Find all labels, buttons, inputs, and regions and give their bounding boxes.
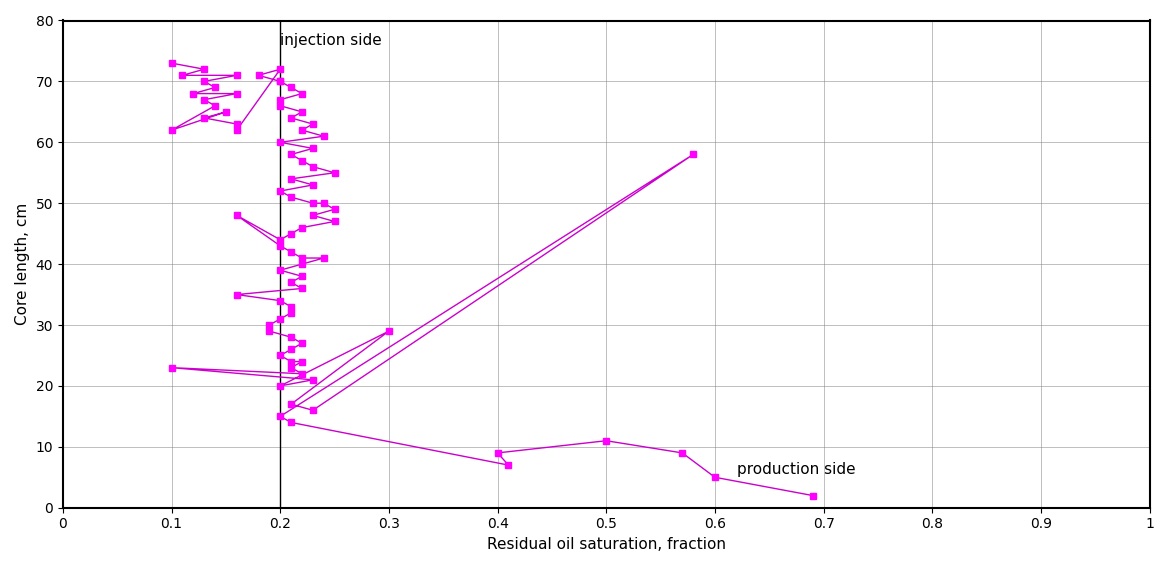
X-axis label: Residual oil saturation, fraction: Residual oil saturation, fraction [486,537,726,552]
Y-axis label: Core length, cm: Core length, cm [15,203,30,325]
Text: production side: production side [736,462,856,477]
Text: injection side: injection side [281,33,382,48]
